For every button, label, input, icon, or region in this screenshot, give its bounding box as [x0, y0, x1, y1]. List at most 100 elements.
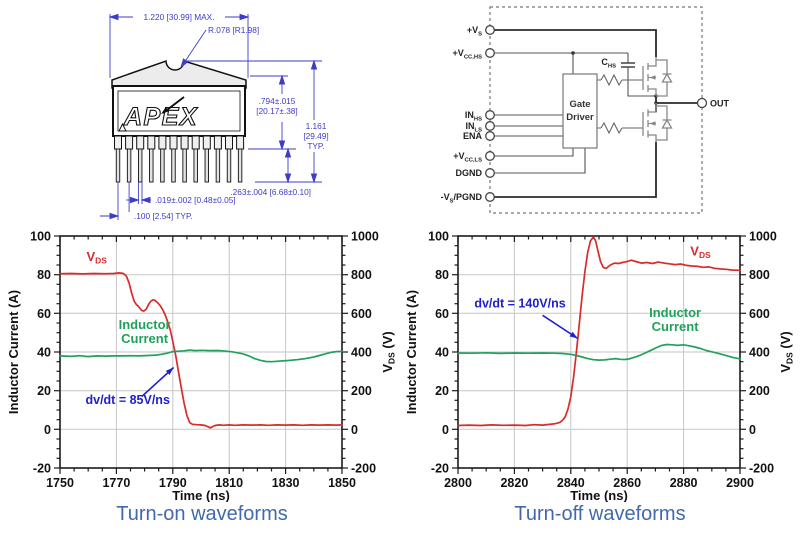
x-tick-label: 2900 — [726, 476, 754, 490]
cap-plates — [621, 62, 635, 68]
mosfet-low-side — [642, 103, 673, 142]
resistor-hs — [600, 73, 623, 87]
pin-collar — [125, 135, 134, 150]
y-right-tick-label: 200 — [351, 384, 372, 398]
x-tick-label: 1770 — [102, 476, 130, 490]
turn-off-caption: Turn-off waveforms — [514, 503, 686, 525]
y-left-tick-label: 40 — [435, 346, 449, 360]
terminal-label-vccls: +VCC,LS — [453, 151, 482, 164]
turn-on-caption: Turn-on waveforms — [116, 503, 288, 525]
pin-collar — [236, 135, 245, 150]
y-right-axis-title: VDS (V) — [778, 331, 795, 372]
package-pins — [114, 135, 245, 183]
series-label-vds: VDS — [86, 249, 107, 266]
series-label-current-2: Current — [121, 331, 169, 346]
terminal-label-inhs: INHS — [465, 110, 482, 123]
package-outline — [111, 59, 247, 137]
dim-total-h1: 1.161 — [306, 121, 327, 131]
dim-body-h2: [20.17±.38] — [256, 106, 297, 116]
series-vds — [457, 236, 741, 427]
dim-total-h3: TYP. — [307, 141, 324, 151]
package-drawing: APEX — [100, 12, 329, 221]
pin-lead — [160, 148, 165, 183]
y-left-tick-label: 40 — [37, 346, 51, 360]
y-right-tick-label: 400 — [351, 346, 372, 360]
y-right-tick-label: 1000 — [749, 230, 777, 244]
x-tick-label: 2880 — [670, 476, 698, 490]
y-left-tick-label: 60 — [435, 307, 449, 321]
x-tick-label: 2860 — [613, 476, 641, 490]
pin-lead — [126, 148, 132, 183]
circuit-wires — [490, 29, 698, 198]
pin-lead — [137, 148, 143, 183]
series-inductor-current — [59, 349, 343, 363]
annotation-text: dv/dt = 140V/ns — [474, 297, 565, 311]
y-left-tick-label: -20 — [431, 462, 449, 476]
y-right-tick-label: 600 — [749, 307, 770, 321]
terminal-label-vcchs: +VCC,HS — [453, 48, 483, 61]
y-right-tick-label: 0 — [351, 423, 358, 437]
body-diode-hs — [661, 72, 673, 83]
terminal-dgnd — [485, 168, 495, 178]
pin-lead — [182, 148, 187, 183]
terminal-inls — [485, 121, 495, 131]
terminal-vcchs — [485, 48, 495, 58]
y-left-tick-label: 20 — [37, 384, 51, 398]
y-left-tick-label: 0 — [44, 423, 51, 437]
y-left-axis-title: Inductor Current (A) — [404, 290, 419, 414]
pin-collar — [213, 135, 222, 150]
y-left-tick-label: 80 — [37, 268, 51, 282]
annotation-text: dv/dt = 85V/ns — [85, 393, 169, 407]
gate-driver-block — [562, 73, 598, 149]
body-diode-ls — [661, 118, 673, 129]
package-body-inner — [117, 90, 241, 132]
x-tick-label: 1830 — [272, 476, 300, 490]
y-right-tick-label: 400 — [749, 346, 770, 360]
dim-pin-length: .263±.004 [6.68±0.10] — [230, 187, 311, 197]
out-terminal — [696, 97, 708, 109]
y-left-tick-label: 20 — [435, 384, 449, 398]
dim-body-h1: .794±.015 — [259, 96, 296, 106]
x-axis-title: Time (ns) — [570, 488, 628, 502]
terminal-label-pgnd: -VS/PGND — [441, 192, 483, 205]
apex-logo: APEX — [123, 103, 198, 131]
y-right-tick-label: 1000 — [351, 230, 379, 244]
series-label-vds: VDS — [690, 243, 711, 259]
dimension-lines — [100, 13, 322, 220]
x-tick-label: 2800 — [444, 476, 472, 490]
x-tick-label: 2820 — [500, 476, 528, 490]
pin-collar — [191, 135, 200, 150]
y-left-tick-label: 80 — [435, 268, 449, 282]
y-right-tick-label: 800 — [749, 268, 770, 282]
terminal-label-ena: ENA — [463, 131, 483, 141]
x-tick-label: 2840 — [557, 476, 585, 490]
cap-hs-label: CHS — [601, 57, 616, 70]
terminal-label-vs: +VS — [467, 25, 482, 38]
mosfet-high-side — [642, 57, 673, 97]
terminal-pgnd — [485, 192, 495, 202]
pin-lead — [149, 148, 154, 183]
series-vds — [59, 272, 343, 429]
series-label-current-2: Current — [652, 319, 700, 334]
pin-lead — [226, 148, 232, 183]
pin-collar — [136, 135, 145, 150]
pin-collar — [169, 135, 178, 150]
dim-radius: R.078 [R1.98] — [208, 25, 259, 35]
pin-lead — [215, 148, 221, 183]
y-right-tick-label: 800 — [351, 268, 372, 282]
y-right-tick-label: 600 — [351, 307, 372, 321]
y-right-tick-label: 200 — [749, 384, 770, 398]
y-right-tick-label: -200 — [749, 462, 774, 476]
plot-frame — [457, 235, 741, 469]
gate-driver-label-1: Gate — [569, 99, 590, 110]
series-label-current-1: Inductor — [649, 305, 701, 320]
y-left-tick-label: -20 — [33, 462, 51, 476]
pin-collar — [114, 135, 122, 150]
x-tick-label: 1790 — [159, 476, 187, 490]
dim-width: 1.220 [30.99] MAX. — [143, 12, 214, 22]
gate-driver-label-2: Driver — [566, 112, 594, 123]
series-label-current-1: Inductor — [119, 317, 171, 332]
y-left-axis-title: Inductor Current (A) — [6, 290, 21, 414]
